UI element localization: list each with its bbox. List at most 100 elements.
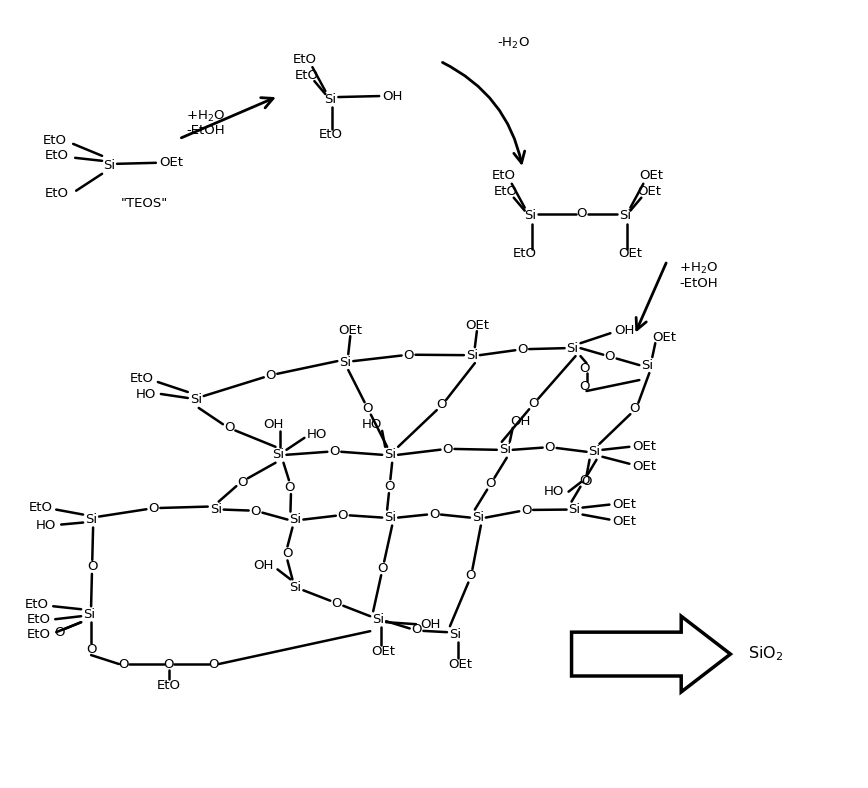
Text: SiO$_2$: SiO$_2$	[748, 645, 784, 663]
Text: Si: Si	[449, 628, 461, 641]
Text: O: O	[404, 348, 414, 362]
Text: EtO: EtO	[293, 53, 316, 65]
Text: OEt: OEt	[633, 440, 656, 453]
Text: OEt: OEt	[652, 331, 676, 344]
Text: EtO: EtO	[319, 128, 342, 141]
Text: Si: Si	[567, 342, 579, 355]
Text: O: O	[582, 475, 592, 489]
Text: OH: OH	[615, 324, 635, 336]
Text: O: O	[363, 402, 373, 415]
Text: OEt: OEt	[618, 247, 642, 260]
Text: O: O	[208, 657, 219, 671]
Text: O: O	[338, 509, 348, 522]
Text: O: O	[163, 657, 174, 671]
Text: OEt: OEt	[372, 645, 395, 658]
Text: O: O	[224, 421, 234, 434]
Text: EtO: EtO	[45, 188, 69, 200]
Text: EtO: EtO	[294, 69, 319, 82]
Text: Si: Si	[384, 511, 396, 524]
Text: Si: Si	[472, 511, 484, 524]
Text: O: O	[266, 369, 276, 382]
Text: OEt: OEt	[613, 515, 636, 528]
Text: O: O	[329, 445, 339, 459]
Text: OEt: OEt	[637, 185, 661, 199]
Text: OEt: OEt	[159, 156, 183, 169]
Text: EtO: EtO	[130, 372, 154, 385]
Text: O: O	[521, 504, 531, 517]
Text: EtO: EtO	[30, 501, 53, 514]
Text: OEt: OEt	[613, 498, 636, 511]
Text: EtO: EtO	[492, 169, 516, 182]
Text: Si: Si	[325, 92, 337, 106]
Text: Si: Si	[289, 513, 301, 526]
Text: Si: Si	[589, 445, 601, 459]
Text: Si: Si	[83, 608, 95, 621]
Text: Si: Si	[289, 581, 301, 594]
Text: O: O	[87, 560, 97, 574]
Text: Si: Si	[569, 503, 581, 516]
Text: OH: OH	[420, 618, 440, 630]
Text: Si: Si	[523, 209, 536, 222]
Text: O: O	[517, 343, 528, 356]
Text: Si: Si	[620, 209, 631, 222]
Text: EtO: EtO	[45, 150, 69, 162]
Text: O: O	[237, 476, 247, 489]
Text: Si: Si	[210, 503, 221, 516]
Text: Si: Si	[384, 448, 396, 461]
Text: EtO: EtO	[27, 613, 51, 626]
Text: O: O	[529, 397, 539, 411]
Text: O: O	[411, 623, 422, 636]
Text: HO: HO	[135, 388, 156, 400]
Text: OEt: OEt	[339, 324, 362, 336]
Text: O: O	[86, 642, 96, 656]
Text: HO: HO	[36, 519, 56, 532]
Text: Si: Si	[273, 448, 285, 461]
Text: HO: HO	[362, 418, 382, 431]
Text: O: O	[332, 597, 342, 610]
Text: EtO: EtO	[494, 185, 517, 199]
Text: O: O	[465, 570, 476, 582]
Text: EtO: EtO	[43, 135, 67, 147]
Text: OH: OH	[510, 415, 530, 429]
Text: O: O	[282, 547, 293, 560]
Text: O: O	[605, 350, 615, 363]
Text: "TEOS": "TEOS"	[121, 197, 168, 210]
Text: OEt: OEt	[448, 657, 472, 671]
Text: -EtOH: -EtOH	[187, 125, 225, 137]
Text: O: O	[378, 562, 388, 575]
Text: +H$_2$O: +H$_2$O	[680, 261, 719, 276]
Text: OH: OH	[253, 559, 273, 572]
Text: O: O	[485, 478, 496, 490]
Text: Si: Si	[190, 393, 202, 407]
Text: Si: Si	[641, 359, 654, 372]
Text: O: O	[119, 657, 129, 671]
Text: O: O	[250, 505, 260, 518]
Text: O: O	[579, 362, 589, 374]
Text: -EtOH: -EtOH	[680, 277, 718, 290]
Text: O: O	[629, 402, 640, 415]
Text: O: O	[579, 380, 589, 392]
Text: EtO: EtO	[25, 598, 49, 611]
Text: O: O	[579, 474, 589, 487]
Text: OEt: OEt	[633, 460, 656, 474]
Text: OEt: OEt	[465, 318, 489, 332]
Text: O: O	[442, 443, 453, 455]
Text: OH: OH	[263, 418, 284, 431]
Text: Si: Si	[372, 613, 385, 626]
Text: -H$_2$O: -H$_2$O	[496, 35, 529, 50]
Text: EtO: EtO	[157, 679, 181, 693]
Text: Si: Si	[339, 355, 352, 369]
Text: OEt: OEt	[640, 169, 663, 182]
Text: O: O	[429, 508, 439, 521]
Text: +H$_2$O: +H$_2$O	[186, 109, 226, 124]
Text: Si: Si	[103, 159, 115, 173]
Text: O: O	[576, 207, 587, 220]
Text: Si: Si	[466, 348, 478, 362]
Text: O: O	[544, 441, 555, 455]
Text: O: O	[54, 626, 64, 638]
Text: EtO: EtO	[27, 628, 51, 641]
Text: Si: Si	[499, 444, 511, 456]
Text: Si: Si	[85, 513, 97, 526]
Text: OH: OH	[382, 90, 403, 102]
Text: O: O	[437, 399, 447, 411]
